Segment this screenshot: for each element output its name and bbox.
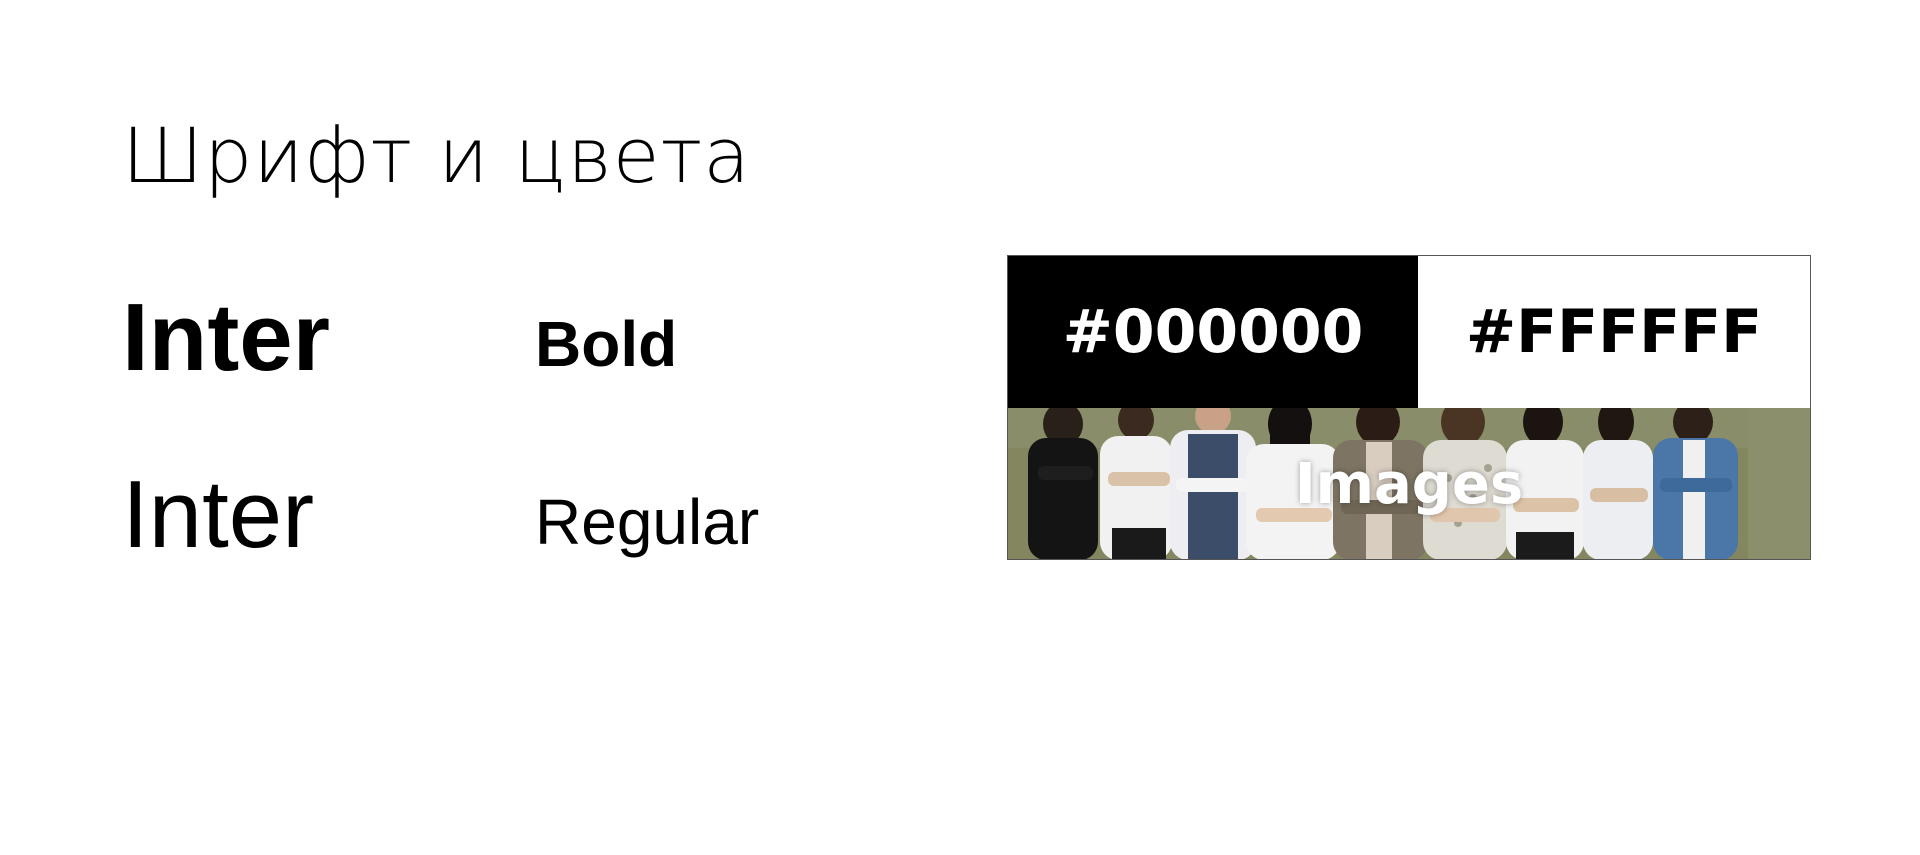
font-weight-regular-label: Regular <box>535 486 760 558</box>
font-name-bold: Inter <box>122 284 331 391</box>
person-silhouette <box>1246 408 1340 559</box>
person-silhouette <box>1423 408 1507 559</box>
person-silhouette <box>1506 408 1584 559</box>
team-photo-illustration <box>1008 408 1810 559</box>
color-swatch-black: #000000 <box>1008 256 1418 408</box>
images-caption: Images <box>1294 451 1524 517</box>
person-silhouette <box>1653 408 1738 559</box>
team-photo-image: Images <box>1008 408 1810 559</box>
color-swatch-row: #000000 #FFFFFF <box>1008 256 1810 408</box>
color-swatch-white: #FFFFFF <box>1418 256 1810 408</box>
color-palette-card: #000000 #FFFFFF <box>1007 255 1811 560</box>
person-silhouette <box>1170 408 1256 559</box>
person-silhouette <box>1100 408 1172 559</box>
person-silhouette <box>1028 408 1098 559</box>
person-silhouette <box>1333 408 1428 559</box>
color-swatch-black-label: #000000 <box>1062 297 1364 367</box>
person-silhouette <box>1583 408 1653 559</box>
font-weight-bold-label: Bold <box>535 308 678 380</box>
font-name-regular: Inter <box>122 461 315 568</box>
page-title: Шрифт и цвета <box>122 111 751 200</box>
color-swatch-white-label: #FFFFFF <box>1465 297 1763 367</box>
